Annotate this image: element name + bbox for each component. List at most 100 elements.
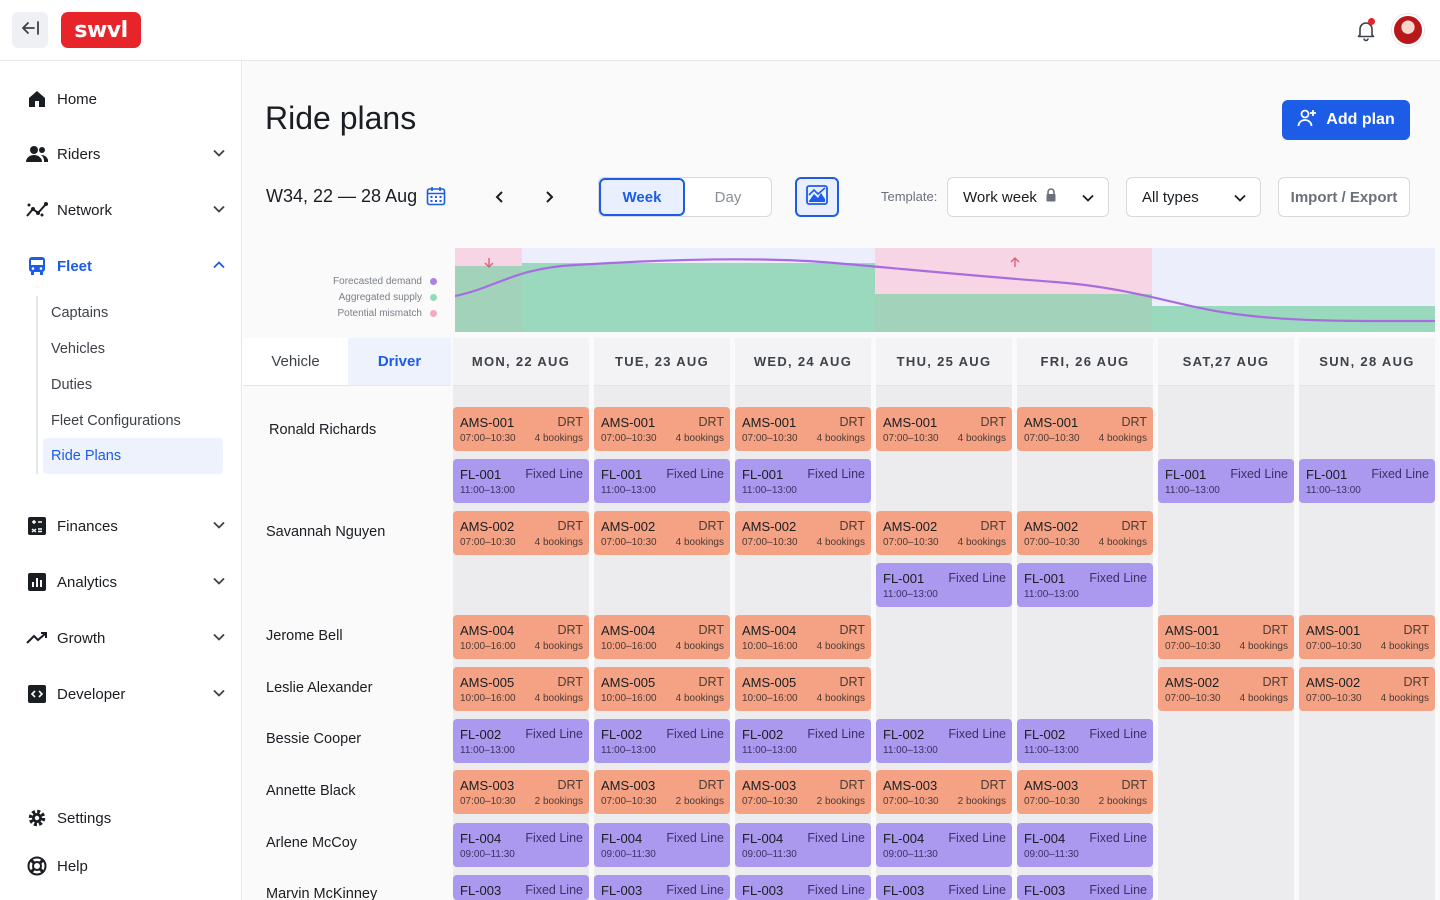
ride-plan-card[interactable]: AMS-001 DRT 07:00–10:30 4 bookings (1299, 615, 1435, 659)
sidebar-item-developer[interactable]: Developer (26, 682, 226, 706)
ride-plan-card[interactable]: AMS-002 DRT 07:00–10:30 4 bookings (735, 511, 871, 555)
ride-plan-card[interactable]: AMS-003 DRT 07:00–10:30 2 bookings (594, 770, 730, 814)
sidebar-item-settings[interactable]: Settings (26, 806, 226, 830)
ride-plan-card[interactable]: AMS-003 DRT 07:00–10:30 2 bookings (735, 770, 871, 814)
type-filter-select[interactable]: All types (1126, 177, 1261, 217)
ride-plan-card[interactable]: AMS-002 DRT 07:00–10:30 4 bookings (594, 511, 730, 555)
sidebar-item-fleet[interactable]: Fleet (26, 254, 226, 278)
driver-name[interactable]: Savannah Nguyen (266, 524, 386, 540)
ride-plan-card[interactable]: FL-001 Fixed Line 11:00–13:00 (594, 459, 730, 503)
plan-bookings: 4 bookings (816, 693, 865, 704)
tab-driver[interactable]: Driver (348, 338, 451, 385)
ride-plan-card[interactable]: FL-001 Fixed Line 11:00–13:00 (876, 563, 1012, 607)
ride-plan-card[interactable]: AMS-004 DRT 10:00–16:00 4 bookings (453, 615, 589, 659)
ride-plan-card[interactable]: AMS-002 DRT 07:00–10:30 4 bookings (1299, 667, 1435, 711)
sidebar-subitem-ride-plans[interactable]: Ride Plans (43, 438, 223, 474)
ride-plan-card[interactable]: AMS-002 DRT 07:00–10:30 4 bookings (876, 511, 1012, 555)
sidebar-item-finances[interactable]: Finances (26, 514, 226, 538)
sidebar-subitem-fleet-configurations[interactable]: Fleet Configurations (51, 413, 181, 429)
driver-name[interactable]: Leslie Alexander (266, 680, 373, 696)
ride-plan-card[interactable]: FL-002 Fixed Line 11:00–13:00 (876, 719, 1012, 763)
ride-plan-card[interactable]: AMS-001 DRT 07:00–10:30 4 bookings (594, 407, 730, 451)
ride-plan-card[interactable]: AMS-005 DRT 10:00–16:00 4 bookings (453, 667, 589, 711)
ride-plan-card[interactable]: FL-003 Fixed Line (876, 875, 1012, 900)
ride-plan-card[interactable]: AMS-003 DRT 07:00–10:30 2 bookings (1017, 770, 1153, 814)
sidebar-subitem-duties[interactable]: Duties (51, 377, 93, 393)
next-week-button[interactable] (539, 189, 559, 209)
driver-name[interactable]: Jerome Bell (266, 628, 343, 644)
previous-week-button[interactable] (490, 189, 510, 209)
ride-plan-card[interactable]: FL-003 Fixed Line (735, 875, 871, 900)
ride-plan-card[interactable]: AMS-005 DRT 10:00–16:00 4 bookings (735, 667, 871, 711)
ride-plan-card[interactable]: FL-001 Fixed Line 11:00–13:00 (1299, 459, 1435, 503)
chart-toggle-button[interactable] (795, 177, 839, 217)
ride-plan-card[interactable]: AMS-003 DRT 07:00–10:30 2 bookings (876, 770, 1012, 814)
view-week-button[interactable]: Week (599, 178, 685, 216)
plan-time: 10:00–16:00 (601, 693, 657, 704)
ride-plan-card[interactable]: AMS-004 DRT 10:00–16:00 4 bookings (594, 615, 730, 659)
swvl-logo[interactable]: swvl (61, 12, 141, 48)
plan-type: DRT (839, 778, 865, 792)
ride-plan-card[interactable]: AMS-001 DRT 07:00–10:30 4 bookings (1017, 407, 1153, 451)
ride-plan-card[interactable]: FL-003 Fixed Line (594, 875, 730, 900)
plan-time: 07:00–10:30 (1024, 796, 1080, 807)
sidebar-subitem-captains[interactable]: Captains (51, 305, 109, 321)
view-day-button[interactable]: Day (714, 188, 742, 206)
plan-code: AMS-004 (460, 623, 515, 638)
ride-plan-card[interactable]: FL-003 Fixed Line (453, 875, 589, 900)
ride-plan-card[interactable]: FL-001 Fixed Line 11:00–13:00 (453, 459, 589, 503)
driver-name[interactable]: Annette Black (266, 783, 356, 799)
ride-plan-card[interactable]: FL-004 Fixed Line 09:00–11:30 (1017, 823, 1153, 867)
ride-plan-card[interactable]: AMS-001 DRT 07:00–10:30 4 bookings (876, 407, 1012, 451)
ride-plan-card[interactable]: FL-001 Fixed Line 11:00–13:00 (1017, 563, 1153, 607)
ride-plan-card[interactable]: AMS-003 DRT 07:00–10:30 2 bookings (453, 770, 589, 814)
ride-plan-card[interactable]: FL-002 Fixed Line 11:00–13:00 (453, 719, 589, 763)
chevron-up-icon (212, 258, 226, 276)
ride-plan-card[interactable]: FL-002 Fixed Line 11:00–13:00 (735, 719, 871, 763)
ride-plan-card[interactable]: FL-002 Fixed Line 11:00–13:00 (1017, 719, 1153, 763)
ride-plan-card[interactable]: FL-004 Fixed Line 09:00–11:30 (594, 823, 730, 867)
add-plan-button[interactable]: Add plan (1282, 100, 1410, 140)
driver-name[interactable]: Marvin McKinney (266, 886, 378, 900)
sidebar-item-help[interactable]: Help (26, 854, 226, 878)
ride-plan-card[interactable]: AMS-001 DRT 07:00–10:30 4 bookings (1158, 615, 1294, 659)
plan-type: DRT (980, 778, 1006, 792)
plan-bookings: 4 bookings (1239, 693, 1288, 704)
ride-plan-card[interactable]: AMS-004 DRT 10:00–16:00 4 bookings (735, 615, 871, 659)
ride-plan-card[interactable]: FL-003 Fixed Line (1017, 875, 1153, 900)
ride-plan-card[interactable]: FL-001 Fixed Line 11:00–13:00 (1158, 459, 1294, 503)
chevron-down-icon (212, 146, 226, 164)
ride-plan-card[interactable]: AMS-001 DRT 07:00–10:30 4 bookings (735, 407, 871, 451)
sidebar-subitem-vehicles[interactable]: Vehicles (51, 341, 106, 357)
legend-supply-label: Aggregated supply (338, 292, 422, 303)
view-switcher: Week Day (598, 177, 772, 217)
plan-code: AMS-001 (1024, 415, 1079, 430)
ride-plan-card[interactable]: AMS-002 DRT 07:00–10:30 4 bookings (1158, 667, 1294, 711)
ride-plan-card[interactable]: AMS-005 DRT 10:00–16:00 4 bookings (594, 667, 730, 711)
sidebar-item-analytics[interactable]: Analytics (26, 570, 226, 594)
user-avatar[interactable] (1392, 14, 1424, 46)
sidebar-item-growth[interactable]: Growth (26, 626, 226, 650)
ride-plan-card[interactable]: AMS-002 DRT 07:00–10:30 4 bookings (453, 511, 589, 555)
ride-plan-card[interactable]: FL-002 Fixed Line 11:00–13:00 (594, 719, 730, 763)
driver-name[interactable]: Arlene McCoy (266, 835, 358, 851)
ride-plan-card[interactable]: AMS-002 DRT 07:00–10:30 4 bookings (1017, 511, 1153, 555)
sidebar-item-riders[interactable]: Riders (26, 142, 226, 166)
ride-plan-card[interactable]: FL-004 Fixed Line 09:00–11:30 (453, 823, 589, 867)
ride-plan-card[interactable]: FL-001 Fixed Line 11:00–13:00 (735, 459, 871, 503)
tab-vehicle[interactable]: Vehicle (271, 353, 320, 370)
driver-name[interactable]: Bessie Cooper (266, 731, 362, 747)
driver-name[interactable]: Ronald Richards (269, 422, 377, 438)
plan-time: 11:00–13:00 (883, 589, 938, 600)
collapse-sidebar-button[interactable] (12, 12, 48, 48)
type-filter-value: All types (1142, 188, 1199, 206)
ride-plan-card[interactable]: FL-004 Fixed Line 09:00–11:30 (735, 823, 871, 867)
ride-plan-card[interactable]: FL-004 Fixed Line 09:00–11:30 (876, 823, 1012, 867)
ride-plan-card[interactable]: AMS-001 DRT 07:00–10:30 4 bookings (453, 407, 589, 451)
sidebar-item-home[interactable]: Home (26, 87, 226, 111)
template-select[interactable]: Work week (947, 177, 1109, 217)
calendar-icon[interactable] (426, 186, 446, 211)
chevron-down-icon (212, 630, 226, 648)
sidebar-item-network[interactable]: Network (26, 198, 226, 222)
import-export-button[interactable]: Import / Export (1278, 177, 1410, 217)
